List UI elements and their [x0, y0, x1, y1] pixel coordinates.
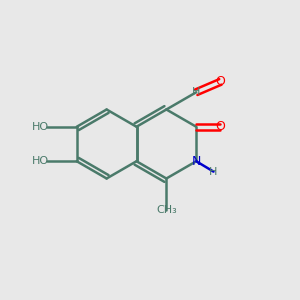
Text: HO: HO: [32, 156, 49, 166]
Text: HO: HO: [32, 122, 49, 132]
Text: O: O: [215, 75, 225, 88]
Text: H: H: [192, 87, 200, 97]
Text: O: O: [215, 120, 225, 133]
Text: CH₃: CH₃: [156, 205, 177, 214]
Text: H: H: [209, 167, 218, 177]
Text: N: N: [192, 155, 201, 168]
